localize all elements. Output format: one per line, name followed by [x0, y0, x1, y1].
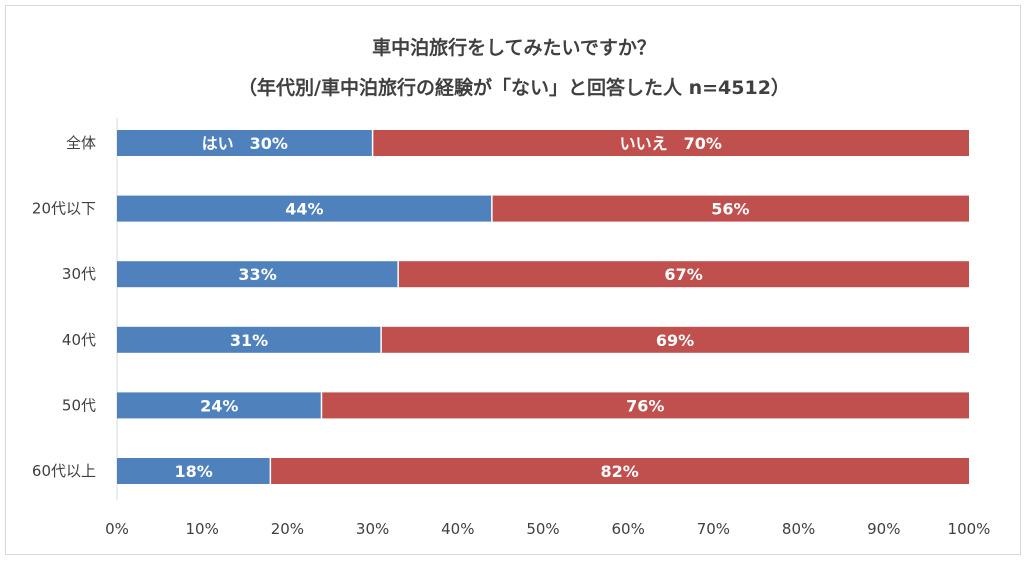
chart-subtitle: （年代別/車中泊旅行の経験が「ない」と回答した人 n=4512） [238, 77, 790, 99]
bar-segment-no [381, 326, 969, 353]
category-label: 50代 [62, 396, 96, 414]
x-tick-label: 50% [526, 520, 559, 538]
x-tick-label: 90% [867, 520, 900, 538]
category-label: 全体 [66, 134, 96, 152]
data-label: 82% [601, 462, 639, 481]
category-label: 30代 [62, 265, 96, 283]
data-label: いいえ 70% [620, 134, 722, 153]
category-label: 40代 [62, 331, 96, 349]
x-tick-label: 60% [612, 520, 645, 538]
bar-segment-no [491, 195, 969, 222]
x-tick-label: 30% [356, 520, 389, 538]
data-label: はい 30% [202, 134, 288, 153]
data-label: 18% [175, 462, 213, 481]
data-label: 76% [626, 396, 664, 415]
bar-segment-no [270, 458, 969, 484]
bar-segment-yes [117, 130, 373, 156]
data-label: 67% [664, 265, 702, 284]
data-label: 44% [285, 200, 323, 219]
bar-segment-yes [117, 458, 271, 484]
bar-segment-yes [117, 392, 322, 419]
x-tick-label: 10% [186, 520, 219, 538]
x-tick-label: 0% [105, 520, 129, 538]
bar-segment-no [398, 261, 969, 288]
category-label: 60代以上 [32, 462, 96, 480]
x-tick-label: 80% [782, 520, 815, 538]
bar-segment-yes [117, 326, 382, 353]
x-tick-label: 40% [441, 520, 474, 538]
x-tick-label: 70% [697, 520, 730, 538]
chart-title: 車中泊旅行をしてみたいですか？ [372, 37, 656, 59]
data-label: 56% [711, 200, 749, 219]
bar-segment-no [372, 130, 970, 156]
x-tick-label: 100% [948, 520, 991, 538]
data-label: 24% [200, 396, 238, 415]
data-label: 69% [656, 331, 694, 350]
bar-segment-no [321, 392, 970, 419]
bar-segment-yes [117, 195, 492, 222]
bar-segment-yes [117, 261, 399, 288]
data-label: 31% [230, 331, 268, 350]
category-label: 20代以下 [32, 200, 96, 218]
data-label: 33% [238, 265, 276, 284]
x-tick-label: 20% [271, 520, 304, 538]
